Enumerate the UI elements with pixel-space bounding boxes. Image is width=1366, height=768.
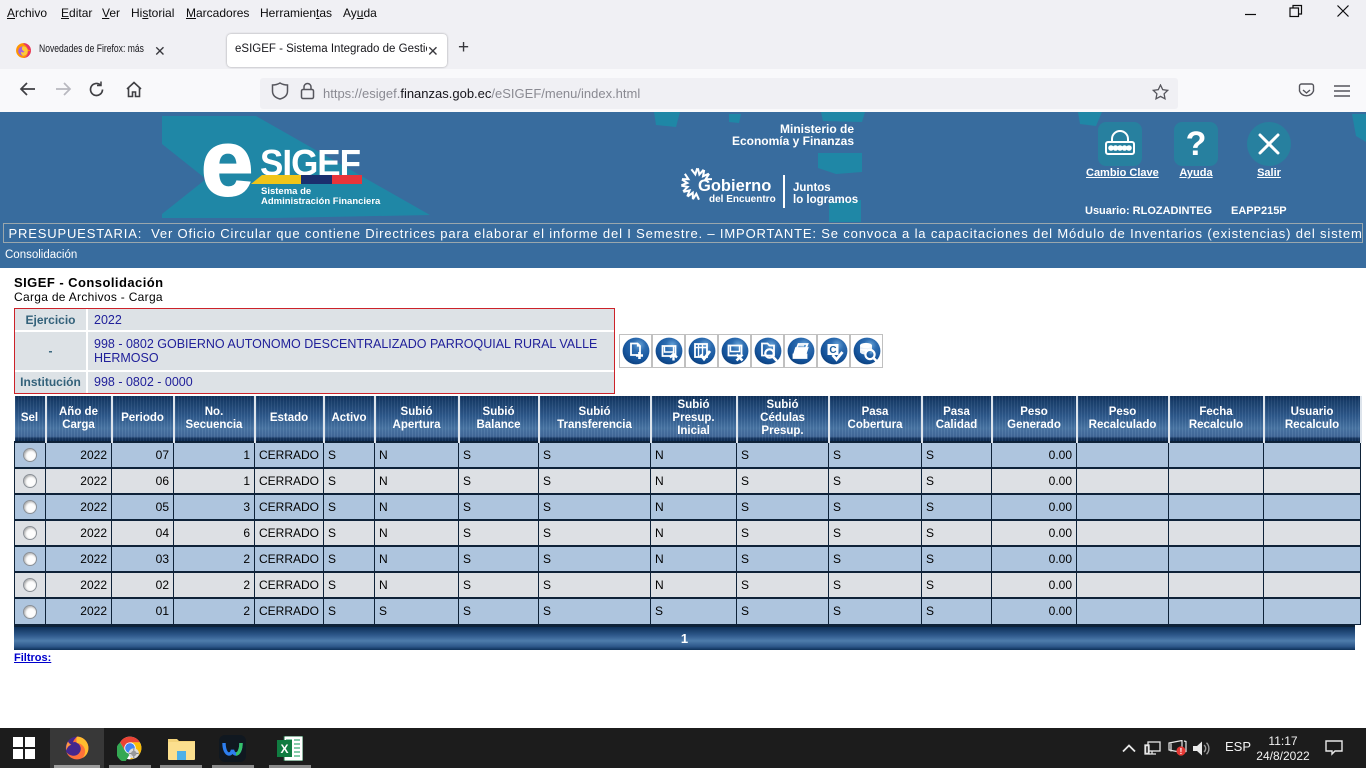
svg-text:11:17: 11:17 <box>1268 734 1297 748</box>
svg-text:!: ! <box>1180 747 1183 756</box>
svg-text:ESP: ESP <box>1225 739 1251 754</box>
svg-text:X: X <box>280 742 288 756</box>
svg-text:24/8/2022: 24/8/2022 <box>1256 749 1310 763</box>
svg-text:C: C <box>829 345 836 356</box>
